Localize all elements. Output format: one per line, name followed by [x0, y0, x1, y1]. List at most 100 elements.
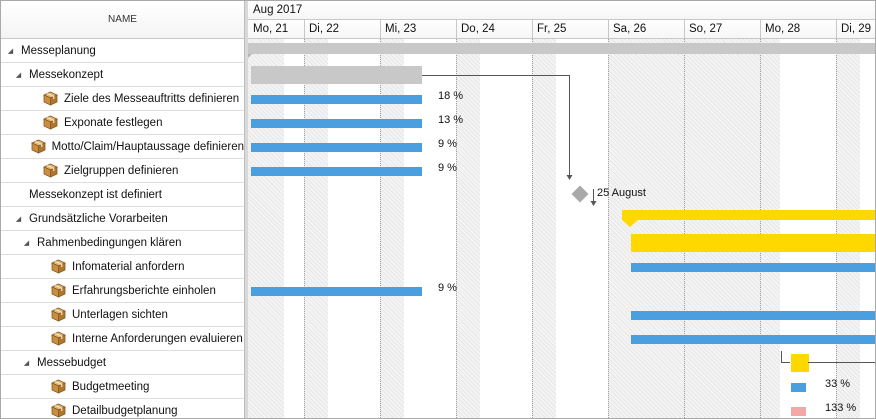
vorarbeiten-summary-bar[interactable]	[622, 210, 875, 220]
budgetmeeting-bar[interactable]	[791, 383, 806, 392]
day-gridline	[836, 39, 837, 418]
task-row[interactable]: Zielgruppen definieren	[1, 159, 244, 183]
task-package-icon	[51, 403, 66, 418]
month-header: Aug 2017	[248, 1, 875, 20]
task-row[interactable]: ◢ Messeplanung	[1, 39, 244, 63]
task-package-icon	[43, 115, 58, 130]
task-package-icon	[51, 331, 66, 346]
task-row[interactable]: Exponate festlegen	[1, 111, 244, 135]
day-header: Mo, 21 Di, 22 Mi, 23 Do, 24 Fr, 25 Sa, 26 So, …	[248, 20, 875, 39]
collapse-triangle-icon[interactable]: ◢	[7, 47, 14, 55]
tree-spacer	[31, 406, 38, 416]
task-row[interactable]: Detailbudgetplanung	[1, 399, 244, 418]
link-arrowhead-icon	[590, 201, 597, 206]
day-label: Mo, 21	[253, 23, 289, 35]
task-name: Ziele des Messeauftritts definieren	[64, 92, 240, 105]
task-name: Messeplanung	[21, 44, 96, 57]
progress-label: 9 %	[438, 138, 457, 150]
name-column-header[interactable]: NAME	[1, 1, 244, 39]
link-messekonzept-to-milestone	[422, 75, 570, 175]
tree-spacer	[15, 190, 22, 200]
task-name: Budgetmeeting	[72, 380, 150, 393]
task-package-icon	[43, 163, 58, 178]
nonworking-stripe	[760, 39, 780, 418]
task-row[interactable]: Unterlagen sichten	[1, 303, 244, 327]
timeline-panel: Aug 2017 Mo, 21 Di, 22 Mi, 23 Do, 24 Fr, 25 S…	[248, 1, 875, 418]
tree-spacer	[31, 334, 38, 344]
month-label: Aug 2017	[253, 4, 303, 16]
task-row[interactable]: Erfahrungsberichte einholen	[1, 279, 244, 303]
task-row[interactable]: ◢ Messebudget	[1, 351, 244, 375]
task-bar[interactable]	[251, 119, 422, 128]
task-name: Messekonzept ist definiert	[29, 188, 162, 201]
detailbudget-bar[interactable]	[791, 407, 806, 416]
tree-spacer	[31, 262, 38, 272]
task-name: Grundsätzliche Vorarbeiten	[29, 212, 168, 225]
task-row[interactable]: ◢ Grundsätzliche Vorarbeiten	[1, 207, 244, 231]
collapse-triangle-icon[interactable]: ◢	[15, 71, 22, 79]
task-name: Unterlagen sichten	[72, 308, 168, 321]
task-row[interactable]: Messekonzept ist definiert	[1, 183, 244, 207]
task-row[interactable]: ◢ Rahmenbedingungen klären	[1, 231, 244, 255]
link-messebudget-left	[781, 351, 790, 363]
task-name: Messebudget	[37, 356, 107, 369]
day-divider	[456, 20, 457, 38]
day-label: Mi, 23	[385, 23, 417, 35]
task-row[interactable]: Ziele des Messeauftritts definieren	[1, 87, 244, 111]
dependency-links	[422, 75, 875, 363]
summary-start-marker	[248, 54, 252, 60]
milestone-label: 25 August	[597, 187, 646, 199]
messekonzept-summary-bar[interactable]	[251, 66, 422, 84]
progress-label: 9 %	[438, 282, 457, 294]
timeline-grid: 25 August 18 % 13 % 9 % 9 % 9 % 33 % 133 %	[248, 39, 875, 418]
day-divider	[684, 20, 685, 38]
tree-spacer	[23, 118, 30, 128]
task-bar[interactable]	[631, 311, 875, 320]
task-bar[interactable]	[251, 287, 422, 296]
day-divider	[380, 20, 381, 38]
task-package-icon	[51, 283, 66, 298]
project-summary-bar[interactable]	[248, 43, 875, 54]
collapse-triangle-icon[interactable]: ◢	[15, 215, 22, 223]
panel-splitter[interactable]	[244, 1, 248, 418]
day-gridline	[456, 39, 457, 418]
task-bar[interactable]	[631, 263, 875, 272]
rahmenbedingungen-bar[interactable]	[631, 234, 875, 252]
task-row[interactable]: ◢ Messekonzept	[1, 63, 244, 87]
task-package-icon	[51, 307, 66, 322]
day-divider	[608, 20, 609, 38]
day-label: Fr, 25	[537, 23, 567, 35]
task-row[interactable]: Budgetmeeting	[1, 375, 244, 399]
task-bar[interactable]	[631, 335, 875, 344]
task-bar[interactable]	[251, 143, 422, 152]
day-gridline	[760, 39, 761, 418]
task-bar[interactable]	[251, 95, 422, 104]
task-name: Messekonzept	[29, 68, 104, 81]
task-row[interactable]: Motto/Claim/Hauptaussage definieren	[1, 135, 244, 159]
task-bar[interactable]	[251, 167, 422, 176]
task-name: Detailbudgetplanung	[72, 404, 178, 417]
task-package-icon	[30, 139, 46, 154]
tree-spacer	[23, 166, 30, 176]
task-name: Infomaterial anfordern	[72, 260, 185, 273]
collapse-triangle-icon[interactable]: ◢	[23, 239, 30, 247]
day-label: Sa, 26	[613, 23, 647, 35]
task-row[interactable]: Interne Anforderungen evaluieren	[1, 327, 244, 351]
task-name: Motto/Claim/Hauptaussage definieren	[51, 140, 244, 153]
collapse-triangle-icon[interactable]: ◢	[23, 359, 30, 367]
day-label: Di, 29	[841, 23, 872, 35]
messebudget-bar[interactable]	[791, 354, 809, 372]
task-package-icon	[51, 259, 66, 274]
name-column-header-label: NAME	[108, 14, 137, 25]
progress-label: 33 %	[825, 378, 851, 390]
tree-spacer	[31, 286, 38, 296]
nonworking-stripe	[836, 39, 860, 418]
task-name: Interne Anforderungen evaluieren	[72, 332, 243, 345]
day-label: Do, 24	[461, 23, 495, 35]
nonworking-stripe	[684, 39, 760, 418]
task-row[interactable]: Infomaterial anfordern	[1, 255, 244, 279]
day-divider	[532, 20, 533, 38]
day-gridline	[608, 39, 609, 418]
tree-spacer	[31, 310, 38, 320]
